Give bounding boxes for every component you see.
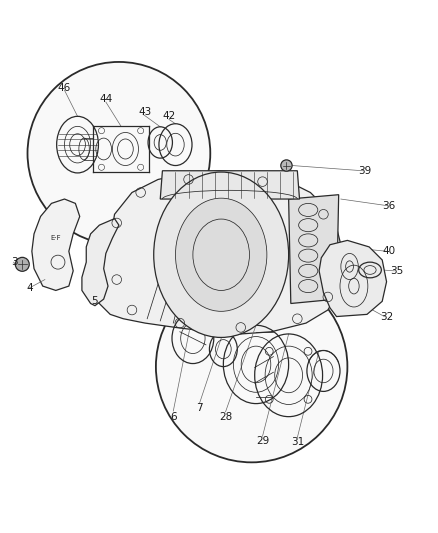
Ellipse shape (154, 172, 289, 337)
Text: 29: 29 (256, 435, 269, 446)
Text: 3: 3 (11, 257, 18, 267)
Text: 31: 31 (291, 437, 304, 447)
Polygon shape (319, 240, 387, 317)
Circle shape (281, 160, 292, 171)
Text: 5: 5 (92, 296, 98, 306)
Text: 40: 40 (382, 246, 396, 256)
Ellipse shape (176, 198, 267, 311)
Text: 4: 4 (27, 283, 33, 293)
Text: 35: 35 (390, 266, 403, 276)
Polygon shape (32, 199, 80, 290)
Text: 28: 28 (219, 411, 232, 422)
Text: E·F: E·F (50, 235, 61, 241)
Text: 32: 32 (380, 312, 393, 321)
Text: 46: 46 (58, 83, 71, 93)
Text: 7: 7 (196, 403, 203, 413)
Circle shape (156, 271, 347, 462)
Text: 39: 39 (358, 166, 371, 176)
Text: 43: 43 (138, 107, 152, 117)
Polygon shape (88, 171, 345, 334)
Circle shape (28, 62, 210, 245)
Polygon shape (160, 171, 300, 199)
Text: 44: 44 (99, 94, 113, 104)
Circle shape (15, 257, 29, 271)
Text: 6: 6 (170, 411, 177, 422)
Polygon shape (289, 195, 339, 303)
Text: 36: 36 (382, 200, 396, 211)
Text: 42: 42 (162, 111, 176, 122)
Polygon shape (82, 219, 119, 305)
